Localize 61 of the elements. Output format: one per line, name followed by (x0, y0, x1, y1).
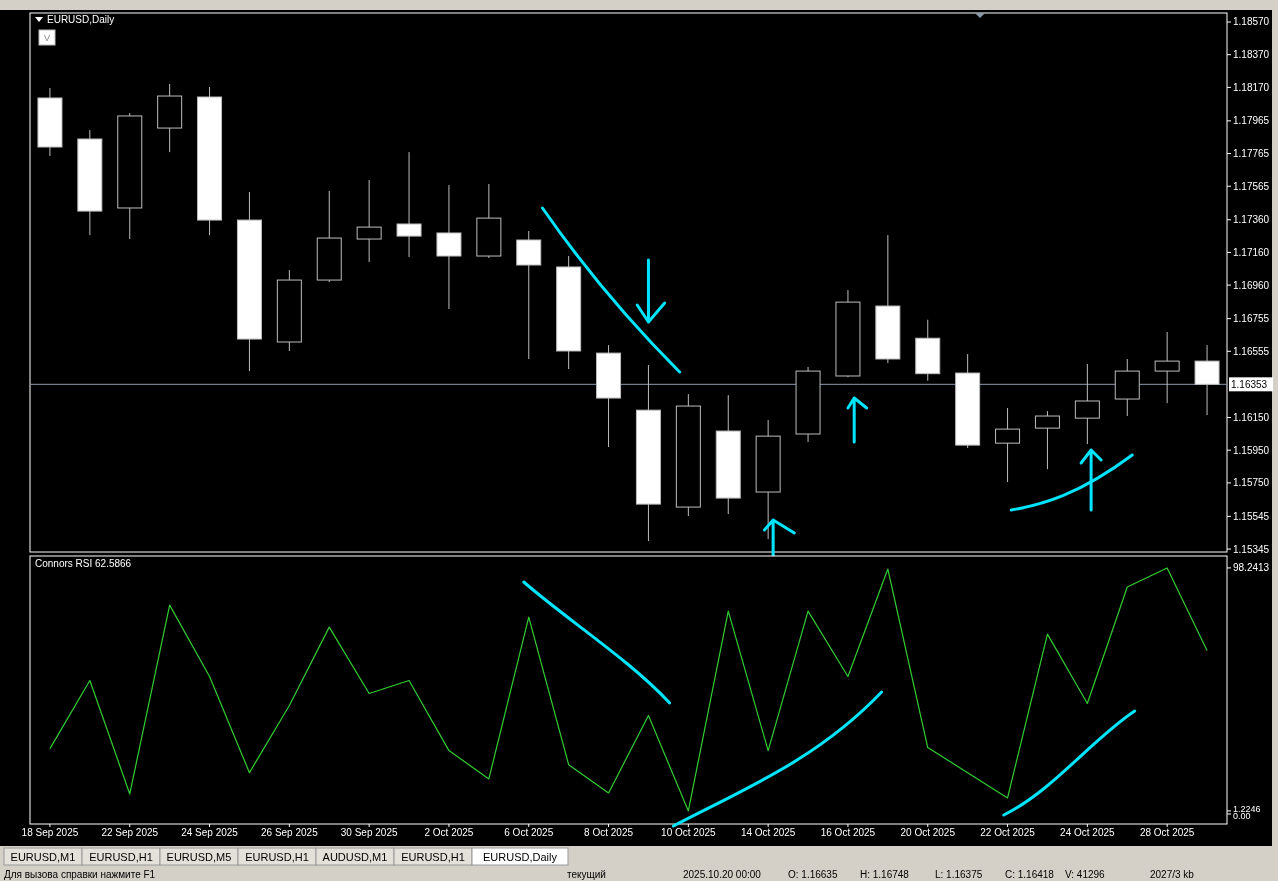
y-tick-label: 1.17360 (1233, 214, 1270, 226)
x-tick-label: 30 Sep 2025 (340, 827, 398, 838)
x-tick-label: 18 Sep 2025 (21, 827, 79, 838)
text: C: 1.16418 (1005, 869, 1055, 880)
chart-title: Connors RSI 62.5866 (35, 558, 132, 569)
y-tick-label: 1.16755 (1233, 313, 1270, 325)
x-tick-label: 8 Oct 2025 (584, 827, 634, 838)
text: текущий (567, 869, 606, 880)
y-tick-label: 1.17765 (1233, 148, 1270, 160)
line-series (49, 567, 1208, 812)
y-tick-label: 1.16960 (1233, 279, 1270, 291)
candlestick (995, 407, 1021, 483)
text: 2027/3 kb (1150, 869, 1195, 880)
text: EURUSD,M5 (166, 851, 232, 863)
annotation: V (43, 33, 51, 43)
x-tick-label: 16 Oct 2025 (820, 827, 876, 838)
y-tick-label: 1.15345 (1233, 543, 1270, 555)
x-tick-label: 22 Sep 2025 (101, 827, 159, 838)
x-tick-label: 2 Oct 2025 (424, 827, 474, 838)
text: 2025.10.20 00:00 (683, 869, 762, 880)
y-tick-label: 1.17565 (1233, 180, 1270, 192)
candlestick (1154, 331, 1180, 404)
x-tick-label: 22 Oct 2025 (980, 827, 1036, 838)
x-tick-label: 24 Oct 2025 (1060, 827, 1116, 838)
x-tick-label: 14 Oct 2025 (740, 827, 796, 838)
x-tick-label: 24 Sep 2025 (181, 827, 239, 838)
y-tick-label: 1.16150 (1233, 412, 1270, 423)
candlestick (1074, 363, 1100, 445)
candlestick (436, 184, 462, 310)
text: O: 1.16635 (788, 869, 838, 880)
text: EURUSD,Daily (483, 851, 558, 863)
x-tick-label: 26 Sep 2025 (260, 827, 319, 838)
x-tick-label: 6 Oct 2025 (504, 827, 554, 838)
candlestick (356, 179, 382, 263)
candlestick (1034, 410, 1060, 470)
text: AUDUSD,M1 (322, 851, 388, 863)
y-tick-label: 1.18170 (1233, 81, 1270, 93)
ref-line-label: 1.16353 (1231, 378, 1268, 390)
y-tick-label: 1.15545 (1233, 510, 1270, 522)
text: L: 1.16375 (935, 869, 983, 880)
y-tick-label: 1.18370 (1233, 49, 1270, 61)
x-tick-label: 20 Oct 2025 (900, 827, 956, 838)
text: Для вызова справки нажмите F1 (4, 869, 156, 880)
text: H: 1.16748 (860, 869, 910, 880)
y-tick-label: 98.2413 (1233, 562, 1270, 574)
y-tick-label: 1.16555 (1233, 345, 1270, 357)
chart-title: EURUSD,Daily (47, 14, 115, 25)
candlestick (1194, 344, 1220, 416)
x-tick-label: 28 Oct 2025 (1139, 827, 1195, 838)
text: V: 41296 (1065, 869, 1106, 880)
x-tick-label: 10 Oct 2025 (661, 827, 717, 838)
text: EURUSD,H1 (401, 851, 465, 863)
candlestick (396, 151, 422, 258)
y-tick-label: 1.15750 (1233, 477, 1270, 489)
text: EURUSD,M1 (10, 851, 76, 863)
y-tick-label: 1.17965 (1233, 115, 1270, 127)
y-tick-label: 1.15950 (1233, 444, 1270, 456)
text: EURUSD,H1 (245, 851, 309, 863)
y-tick-label: 1.17160 (1233, 246, 1270, 258)
y-tick-label: 1.18570 (1233, 16, 1270, 28)
text: EURUSD,H1 (89, 851, 153, 863)
